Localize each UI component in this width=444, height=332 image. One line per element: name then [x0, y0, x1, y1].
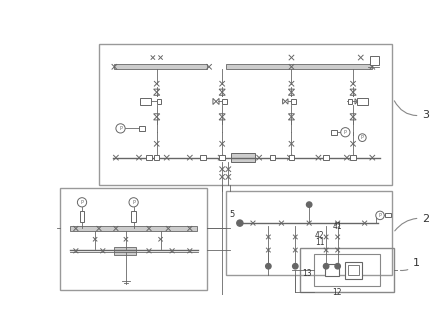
Circle shape: [266, 264, 271, 269]
Text: 1: 1: [400, 258, 420, 271]
Bar: [231, 153, 254, 162]
Bar: [131, 211, 136, 221]
Circle shape: [116, 124, 125, 133]
Bar: [348, 99, 352, 104]
Circle shape: [237, 220, 243, 226]
Circle shape: [335, 264, 341, 269]
Bar: [291, 99, 296, 104]
Bar: [357, 98, 368, 105]
Text: P: P: [119, 126, 122, 131]
Bar: [331, 130, 337, 134]
Text: 42: 42: [314, 231, 324, 240]
Bar: [323, 155, 329, 160]
Circle shape: [341, 127, 350, 137]
Bar: [349, 265, 359, 276]
Bar: [200, 155, 206, 160]
Bar: [350, 155, 356, 160]
Text: 13: 13: [302, 269, 312, 278]
Text: 3: 3: [394, 101, 429, 120]
Bar: [147, 155, 152, 160]
Circle shape: [129, 198, 138, 207]
Circle shape: [323, 264, 329, 269]
Bar: [219, 155, 225, 160]
Bar: [222, 99, 227, 104]
Bar: [226, 191, 392, 276]
Bar: [270, 155, 275, 160]
Text: P: P: [379, 213, 381, 218]
Bar: [157, 99, 161, 104]
Circle shape: [358, 134, 366, 141]
Text: P: P: [80, 200, 83, 205]
Circle shape: [376, 211, 384, 220]
Text: 12: 12: [332, 288, 342, 297]
Text: P: P: [361, 135, 364, 140]
Bar: [325, 264, 339, 276]
Bar: [139, 126, 145, 131]
Bar: [154, 155, 159, 160]
Bar: [314, 254, 380, 286]
Bar: [385, 213, 391, 217]
Bar: [115, 247, 136, 255]
Bar: [345, 262, 362, 279]
Bar: [80, 211, 84, 221]
Text: P: P: [344, 130, 347, 135]
Text: 5: 5: [229, 210, 234, 219]
Bar: [289, 155, 294, 160]
Text: 11: 11: [315, 238, 325, 247]
Bar: [140, 98, 151, 105]
Bar: [115, 64, 207, 69]
Circle shape: [77, 198, 87, 207]
Circle shape: [306, 202, 312, 207]
Bar: [60, 189, 207, 290]
Bar: [99, 44, 392, 185]
Text: P: P: [132, 200, 135, 205]
Text: 41: 41: [332, 222, 342, 231]
Bar: [70, 226, 197, 231]
Bar: [370, 56, 379, 65]
Text: 2: 2: [395, 213, 429, 231]
Circle shape: [293, 264, 298, 269]
Bar: [300, 248, 394, 292]
Bar: [226, 64, 373, 69]
